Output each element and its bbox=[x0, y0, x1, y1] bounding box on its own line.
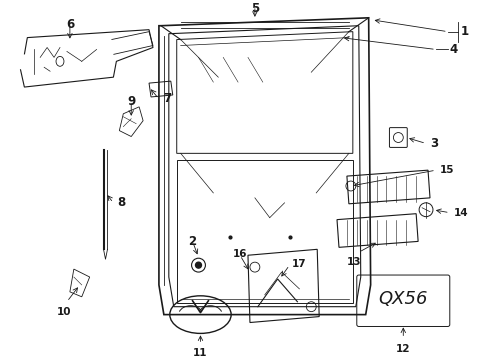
Text: 15: 15 bbox=[439, 165, 453, 175]
Text: 13: 13 bbox=[346, 257, 360, 267]
Text: 10: 10 bbox=[57, 307, 71, 317]
Text: 8: 8 bbox=[117, 196, 125, 209]
Text: 6: 6 bbox=[65, 18, 74, 31]
Text: 3: 3 bbox=[429, 137, 437, 150]
Text: 4: 4 bbox=[449, 43, 457, 56]
Text: QX56: QX56 bbox=[378, 290, 427, 308]
Text: 1: 1 bbox=[460, 25, 468, 38]
Text: 11: 11 bbox=[193, 348, 207, 358]
Text: 2: 2 bbox=[188, 235, 196, 248]
Text: 14: 14 bbox=[453, 208, 468, 218]
Text: 17: 17 bbox=[291, 259, 305, 269]
Text: 16: 16 bbox=[232, 249, 247, 259]
Circle shape bbox=[195, 262, 201, 268]
Text: 5: 5 bbox=[250, 2, 259, 15]
Text: 9: 9 bbox=[127, 95, 135, 108]
Text: 12: 12 bbox=[395, 344, 410, 354]
Text: 7: 7 bbox=[163, 93, 171, 105]
